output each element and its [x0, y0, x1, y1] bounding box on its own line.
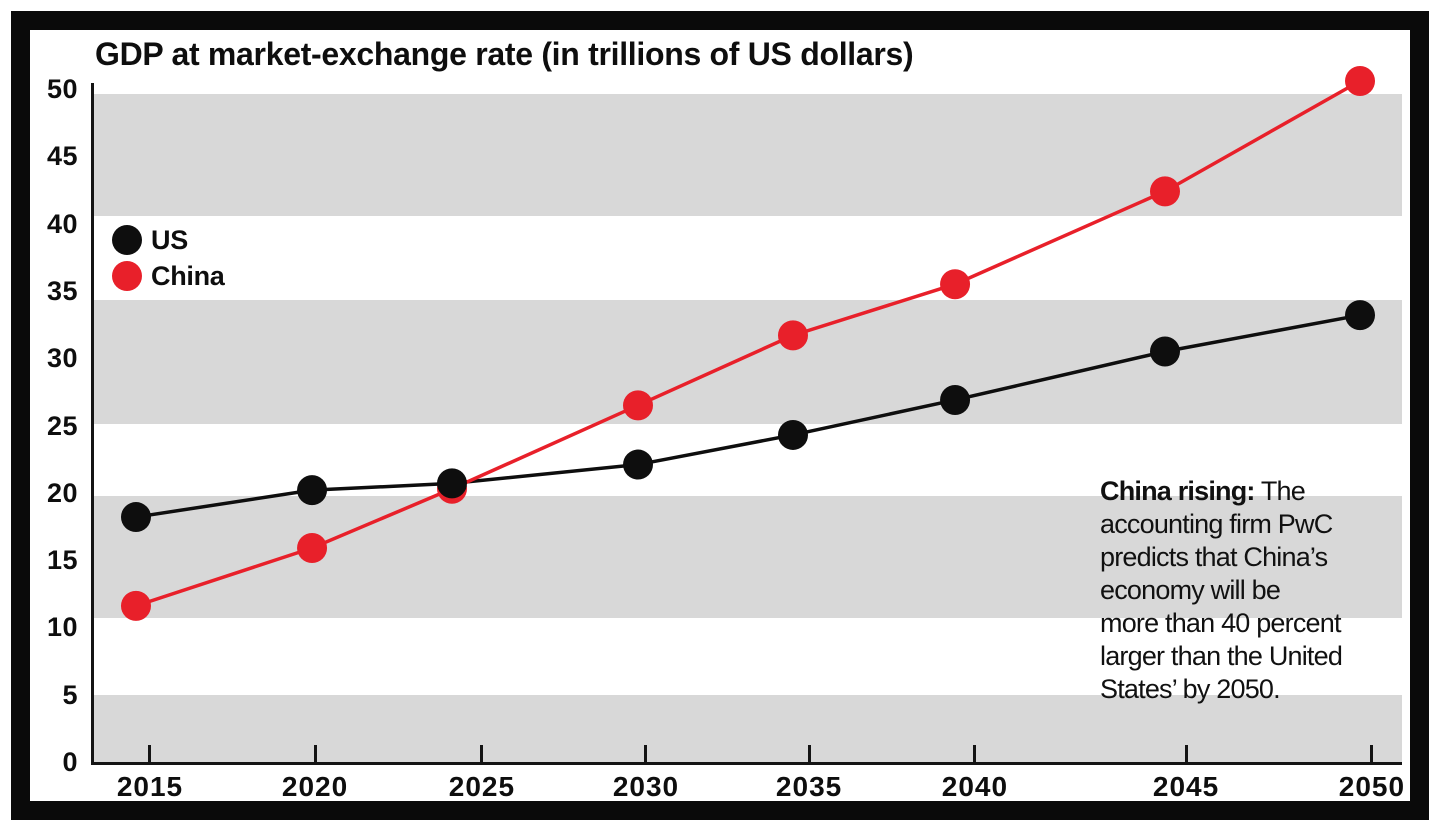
- china-data-point: [1149, 176, 1180, 207]
- x-axis-tick-label: 2025: [448, 771, 516, 802]
- us-line: [135, 313, 1361, 519]
- legend-row-us: US: [112, 222, 225, 258]
- annotation: China rising: The accounting firm PwC pr…: [1100, 476, 1343, 704]
- x-tick-mark: [1184, 745, 1188, 762]
- x-tick-mark: [1370, 745, 1374, 762]
- y-axis-tick-label: 0: [62, 747, 78, 777]
- china-data-point: [120, 590, 151, 621]
- legend-row-china: China: [112, 258, 225, 294]
- us-data-point: [297, 475, 328, 506]
- china-line: [135, 79, 1361, 608]
- x-tick-mark: [480, 745, 484, 762]
- grid-stripe: [94, 694, 1402, 762]
- x-axis-tick-label: 2045: [1152, 771, 1220, 802]
- us-data-point: [1345, 300, 1376, 331]
- china-data-point: [297, 533, 328, 564]
- y-axis-tick-label: 20: [46, 477, 78, 508]
- y-axis-tick-label: 10: [46, 612, 78, 643]
- us-series-dot-icon: [112, 225, 142, 255]
- chart-title: GDP at market-exchange rate (in trillion…: [95, 36, 914, 72]
- y-axis-tick-label: 15: [46, 545, 78, 576]
- y-axis-tick-label: 30: [46, 343, 78, 374]
- y-axis-tick-label: 45: [46, 141, 78, 172]
- china-data-point: [1345, 65, 1376, 96]
- us-data-point: [777, 419, 808, 450]
- grid-stripe: [94, 94, 1402, 216]
- china-data-point: [940, 269, 971, 300]
- line-chart-svg: [120, 65, 1376, 621]
- us-data-point: [940, 384, 971, 415]
- legend-label-china: China: [151, 260, 225, 291]
- y-axis-tick-label: 35: [46, 275, 78, 306]
- us-data-point: [1149, 336, 1180, 367]
- stripe-layer: [94, 83, 1402, 762]
- legend: US China: [112, 222, 225, 294]
- x-axis-tick-label: 2015: [116, 771, 184, 802]
- x-tick-mark: [644, 745, 648, 762]
- china-series-dot-icon: [112, 261, 142, 291]
- y-axis-tick-label: 40: [46, 208, 78, 239]
- us-data-point: [120, 502, 151, 533]
- x-axis-tick-label: 2020: [281, 771, 349, 802]
- x-axis-tick-label: 2035: [775, 771, 843, 802]
- china-data-point: [777, 320, 808, 351]
- x-axis-tick-label: 2040: [941, 771, 1009, 802]
- y-axis-tick-label: 25: [46, 410, 78, 441]
- x-tick-mark: [807, 745, 811, 762]
- china-data-point: [622, 390, 653, 421]
- us-data-point: [622, 449, 653, 480]
- x-axis-tick-label: 2050: [1338, 771, 1406, 802]
- x-tick-mark: [148, 745, 152, 762]
- y-axis-tick-label: 5: [62, 679, 78, 710]
- plot-area: US China China rising: The accounting fi…: [91, 65, 1402, 765]
- legend-label-us: US: [151, 224, 188, 255]
- grid-stripe: [94, 300, 1402, 425]
- x-tick-mark: [313, 745, 317, 762]
- us-data-point: [436, 468, 467, 499]
- x-tick-mark: [973, 745, 977, 762]
- annotation-lead: China rising:: [1100, 476, 1255, 506]
- y-axis-tick-label: 50: [46, 74, 78, 105]
- x-axis-tick-label: 2030: [612, 771, 680, 802]
